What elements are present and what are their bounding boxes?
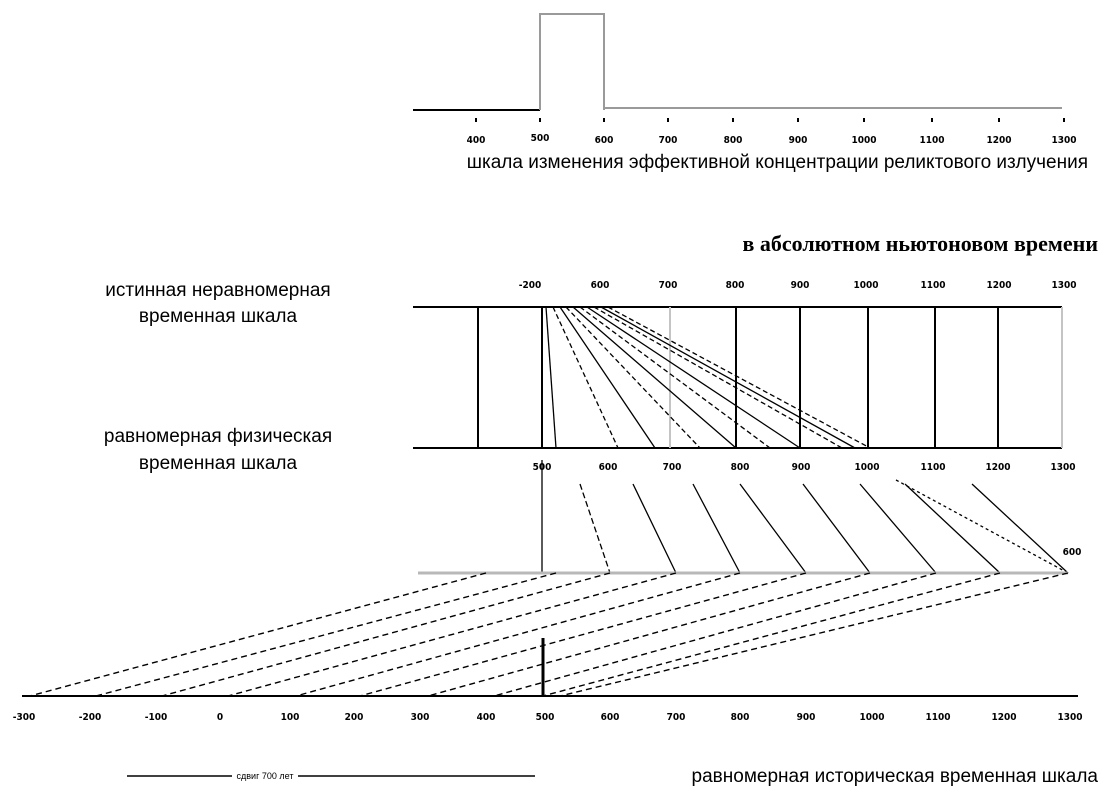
shift-interval: сдвиг 700 лет: [127, 771, 535, 781]
subtitle-absolute-time: в абсолютном ньютоновом времени: [742, 231, 1098, 256]
upper-diagonal-line: [572, 306, 737, 449]
physical-scale-tick-label: 900: [792, 462, 811, 473]
physical-scale-tick-label: 1100: [920, 462, 945, 473]
historical-tick-label: 200: [345, 712, 364, 723]
true-scale-tick-label: 900: [791, 280, 810, 291]
physical-scale-tick-label: 800: [731, 462, 750, 473]
historical-tick-label: 600: [601, 712, 620, 723]
middle-converging-lines: [541, 460, 1069, 574]
true-scale-label: истинная неравномерная временная шкала: [105, 280, 330, 327]
historical-fan-line: [359, 572, 807, 697]
historical-tick-label: -200: [79, 712, 102, 723]
historical-tick-label: 1200: [991, 712, 1016, 723]
physical-scale-tick-label: 700: [663, 462, 682, 473]
historical-fan-lines: [29, 572, 1069, 697]
historical-tick-label: 1300: [1057, 712, 1082, 723]
concentration-step-box: [539, 13, 605, 110]
upper-diagonal-line: [607, 306, 871, 449]
upper-diagonal-line: [559, 306, 656, 449]
historical-fan-line: [29, 572, 487, 697]
top-tick-label: 1100: [919, 135, 944, 146]
historical-tick-label: 700: [667, 712, 686, 723]
physical-scale-tick-label: 1300: [1050, 462, 1075, 473]
historical-fan-line: [295, 572, 741, 697]
historical-tick-label: 900: [797, 712, 816, 723]
upper-diagonal-line: [586, 306, 801, 449]
historical-fan-line: [542, 572, 1001, 697]
physical-scale-tick-label: 1200: [985, 462, 1010, 473]
true-scale-label-line2: временная шкала: [139, 306, 298, 327]
top-tick-labels: 400 500 600 700 800 900 1000 1100 1200 1300: [467, 133, 1077, 146]
middle-converging-line: [579, 483, 611, 574]
historical-fan-line: [493, 572, 937, 697]
historical-tick-label: 1000: [859, 712, 884, 723]
true-scale-tick-label: 1100: [920, 280, 945, 291]
upper-diagonal-line: [600, 306, 856, 449]
true-scale-tick-label: 1000: [853, 280, 878, 291]
physical-scale-label: равномерная физическая временная шкала: [104, 426, 332, 474]
middle-converging-line: [739, 483, 807, 574]
top-tick-label: 1000: [851, 135, 876, 146]
historical-fan-line: [95, 572, 557, 697]
concentration-plot: 400 500 600 700 800 900 1000 1100 1200 1300 шкала…: [413, 13, 1088, 173]
top-tick-label: 1200: [986, 135, 1011, 146]
upper-diagonal-line: [565, 306, 701, 449]
top-tick-label: 500: [531, 133, 550, 144]
top-scale-caption: шкала изменения эффективной концентрации…: [467, 152, 1088, 173]
top-tick-label: 700: [659, 135, 678, 146]
upper-diagonal-line: [545, 306, 557, 449]
converge-point-label: 600: [1063, 547, 1082, 558]
historical-tick-label: 500: [536, 712, 555, 723]
true-scale-label-line1: истинная неравномерная: [105, 280, 330, 301]
historical-tick-label: 400: [477, 712, 496, 723]
true-scale-tick-label: 800: [726, 280, 745, 291]
top-tick-marks: [475, 118, 1065, 122]
middle-converging-line: [632, 483, 677, 574]
shift-interval-label: сдвиг 700 лет: [237, 771, 294, 781]
true-scale-tick-label: 600: [591, 280, 610, 291]
top-tick-label: 1300: [1051, 135, 1076, 146]
historical-tick-label: -100: [145, 712, 168, 723]
historical-scale-caption: равномерная историческая временная шкала: [692, 766, 1099, 787]
historical-tick-label: 300: [411, 712, 430, 723]
historical-tick-label: 0: [217, 712, 223, 723]
middle-converging-line: [904, 483, 1001, 574]
top-tick-label: 400: [467, 135, 486, 146]
historical-tick-labels: -300 -200 -100 0 100 200 300 400 500 600 700 800 900…: [13, 712, 1083, 723]
true-scale-tick-label: 700: [659, 280, 678, 291]
top-tick-label: 600: [595, 135, 614, 146]
upper-diagonal-line: [552, 306, 619, 449]
physical-scale-tick-label: 600: [599, 462, 618, 473]
upper-vertical-lines: [477, 307, 1063, 448]
middle-converging-line: [859, 483, 937, 574]
historical-fan-line: [227, 572, 677, 697]
physical-scale-tick-labels: 500 600 700 800 900 1000 1100 1200 1300: [533, 462, 1076, 473]
middle-converging-line: [971, 483, 1069, 574]
true-scale-tick-label: -200: [519, 280, 542, 291]
historical-tick-label: 100: [281, 712, 300, 723]
middle-converging-line: [692, 483, 741, 574]
top-tick-label: 900: [789, 135, 808, 146]
historical-tick-label: -300: [13, 712, 36, 723]
physical-scale-label-line1: равномерная физическая: [104, 426, 332, 447]
true-scale-tick-label: 1200: [986, 280, 1011, 291]
historical-fan-line: [161, 572, 611, 697]
true-scale-tick-labels: -200 600 700 800 900 1000 1100 1200 1300: [519, 280, 1077, 291]
historical-fan-line: [559, 572, 1069, 697]
historical-tick-label: 800: [731, 712, 750, 723]
middle-converging-line: [802, 483, 871, 574]
middle-converging-line: [895, 479, 1069, 574]
physical-scale-label-line2: временная шкала: [139, 453, 298, 474]
historical-tick-label: 1100: [925, 712, 950, 723]
historical-fan-line: [427, 572, 871, 697]
true-scale-tick-label: 1300: [1051, 280, 1076, 291]
upper-diagonal-line: [593, 306, 843, 449]
physical-scale-tick-label: 1000: [854, 462, 879, 473]
upper-diagonal-lines: [545, 306, 871, 449]
top-tick-label: 800: [724, 135, 743, 146]
